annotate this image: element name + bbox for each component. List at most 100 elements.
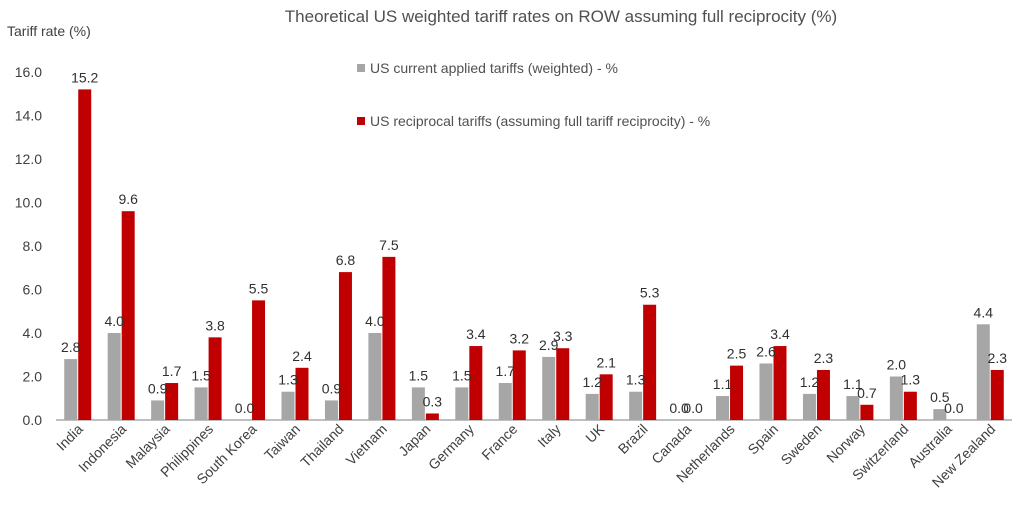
data-label: 2.3 bbox=[814, 350, 834, 366]
bar-reciprocal-18 bbox=[860, 404, 874, 420]
data-label: 1.3 bbox=[626, 372, 646, 388]
legend: US current applied tariffs (weighted) - … bbox=[357, 60, 710, 129]
x-tick-label: UK bbox=[582, 420, 608, 446]
data-label: 2.1 bbox=[596, 354, 616, 370]
y-tick-label: 2.0 bbox=[23, 369, 43, 385]
y-tick-label: 8.0 bbox=[23, 238, 43, 254]
bar-reciprocal-10 bbox=[512, 350, 526, 420]
y-axis-label: Tariff rate (%) bbox=[7, 23, 91, 39]
data-label: 2.6 bbox=[756, 343, 776, 359]
data-label: 1.3 bbox=[901, 372, 921, 388]
data-label: 0.0 bbox=[944, 400, 964, 416]
data-label: 0.0 bbox=[669, 400, 689, 416]
y-tick-label: 14.0 bbox=[15, 108, 42, 124]
data-label: 0.9 bbox=[322, 380, 342, 396]
legend-label: US current applied tariffs (weighted) - … bbox=[370, 60, 618, 76]
data-label: 1.1 bbox=[713, 376, 733, 392]
bar-current-3 bbox=[194, 387, 208, 420]
x-tick-label: Germany bbox=[425, 421, 477, 473]
data-label: 9.6 bbox=[118, 191, 138, 207]
bars bbox=[64, 89, 1004, 421]
bar-current-20 bbox=[933, 409, 947, 420]
bar-reciprocal-2 bbox=[165, 383, 179, 420]
bar-current-15 bbox=[716, 396, 730, 420]
data-label: 1.7 bbox=[162, 363, 182, 379]
data-label: 3.4 bbox=[770, 326, 790, 342]
y-tick-label: 6.0 bbox=[23, 282, 43, 298]
bar-current-17 bbox=[802, 393, 816, 420]
bar-current-13 bbox=[629, 391, 643, 420]
data-label: 0.5 bbox=[930, 389, 950, 405]
x-tick-label: Vietnam bbox=[343, 421, 390, 468]
bar-current-8 bbox=[411, 387, 425, 420]
data-label: 1.5 bbox=[452, 367, 472, 383]
data-label: 2.8 bbox=[61, 339, 81, 355]
data-label: 2.3 bbox=[988, 350, 1008, 366]
bar-reciprocal-12 bbox=[599, 374, 613, 420]
data-label: 1.2 bbox=[582, 374, 602, 390]
bar-reciprocal-5 bbox=[295, 367, 309, 420]
data-label: 15.2 bbox=[71, 69, 98, 85]
data-label: 2.9 bbox=[539, 337, 559, 353]
data-label: 2.0 bbox=[887, 357, 907, 373]
data-label: 1.2 bbox=[800, 374, 820, 390]
data-label: 5.3 bbox=[640, 285, 660, 301]
bar-reciprocal-15 bbox=[730, 365, 744, 420]
bar-current-10 bbox=[498, 383, 512, 420]
bar-reciprocal-9 bbox=[469, 346, 483, 420]
data-label: 1.5 bbox=[191, 367, 211, 383]
data-label: 4.0 bbox=[365, 313, 385, 329]
x-tick-label: Italy bbox=[534, 421, 563, 450]
bar-reciprocal-21 bbox=[990, 369, 1004, 420]
bar-reciprocal-7 bbox=[382, 256, 396, 420]
y-tick-label: 16.0 bbox=[15, 64, 42, 80]
data-label: 0.9 bbox=[148, 380, 168, 396]
data-label: 3.8 bbox=[205, 317, 225, 333]
data-label: 2.5 bbox=[727, 346, 747, 362]
y-tick-label: 10.0 bbox=[15, 195, 42, 211]
bar-current-16 bbox=[759, 363, 773, 420]
bar-reciprocal-13 bbox=[643, 304, 657, 420]
data-label: 0.7 bbox=[857, 385, 877, 401]
data-label: 6.8 bbox=[336, 252, 356, 268]
legend-swatch bbox=[357, 64, 365, 72]
chart-title: Theoretical US weighted tariff rates on … bbox=[285, 7, 837, 26]
bar-reciprocal-3 bbox=[208, 337, 222, 420]
y-tick-label: 4.0 bbox=[23, 325, 43, 341]
x-tick-label: India bbox=[53, 421, 86, 454]
bar-current-12 bbox=[585, 393, 599, 420]
x-tick-label: Sweden bbox=[777, 421, 824, 468]
legend-swatch bbox=[357, 117, 365, 125]
bar-current-5 bbox=[281, 391, 295, 420]
data-label: 3.4 bbox=[466, 326, 486, 342]
data-label: 1.3 bbox=[278, 372, 298, 388]
bar-current-9 bbox=[455, 387, 469, 420]
data-label: 4.0 bbox=[104, 313, 124, 329]
x-tick-label: Spain bbox=[744, 421, 781, 458]
data-label: 1.7 bbox=[496, 363, 516, 379]
bar-reciprocal-8 bbox=[425, 413, 439, 420]
bar-reciprocal-4 bbox=[252, 300, 266, 420]
x-tick-label: Brazil bbox=[615, 421, 651, 457]
bar-reciprocal-16 bbox=[773, 346, 787, 420]
x-tick-label: Indonesia bbox=[75, 421, 129, 475]
bar-current-7 bbox=[368, 333, 382, 420]
legend-label: US reciprocal tariffs (assuming full tar… bbox=[370, 113, 710, 129]
x-tick-label: Taiwan bbox=[261, 421, 303, 463]
bar-current-0 bbox=[64, 359, 78, 420]
data-labels: 2.815.24.09.60.91.7 1.53.80.05.51.32.40.9… bbox=[61, 69, 1007, 416]
data-label: 0.3 bbox=[423, 393, 443, 409]
data-label: 3.3 bbox=[553, 328, 573, 344]
x-tick-label: France bbox=[478, 421, 520, 463]
data-label: 2.4 bbox=[292, 348, 312, 364]
bar-current-19 bbox=[889, 376, 903, 420]
bar-current-18 bbox=[846, 396, 860, 420]
bar-reciprocal-17 bbox=[816, 369, 830, 420]
bar-current-1 bbox=[107, 333, 121, 420]
bar-current-2 bbox=[151, 400, 165, 420]
data-label: 1.1 bbox=[843, 376, 863, 392]
bar-current-21 bbox=[976, 324, 990, 420]
data-label: 1.5 bbox=[409, 367, 429, 383]
